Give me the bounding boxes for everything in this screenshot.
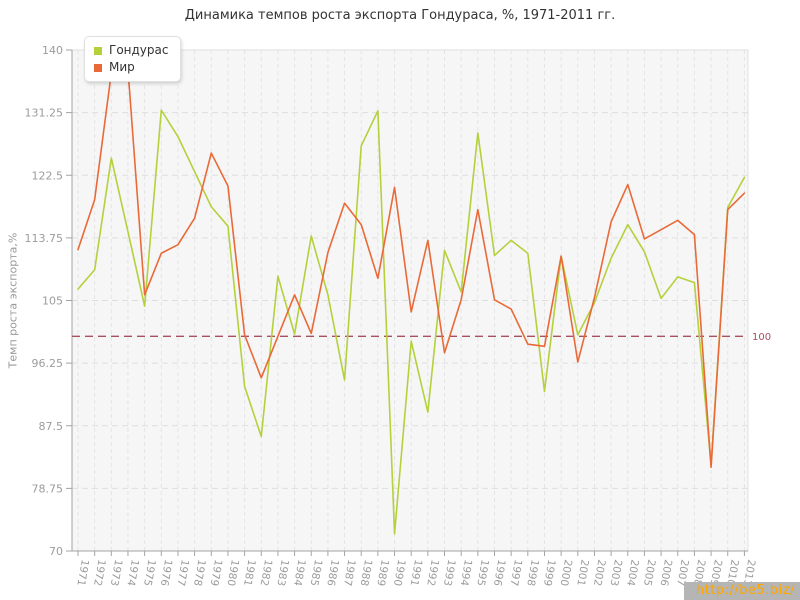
x-tick-label: 1998 (524, 558, 540, 586)
y-tick-label: 140 (42, 44, 63, 57)
x-tick-label: 1983 (274, 558, 290, 586)
x-tick-label: 2003 (608, 558, 624, 586)
x-tick-label: 2010 (724, 558, 740, 586)
x-tick-label: 1988 (358, 558, 374, 586)
x-tick-label: 1984 (291, 558, 308, 587)
x-tick-label: 1979 (208, 558, 224, 586)
x-tick-label: 1995 (474, 558, 490, 586)
y-tick-label: 105 (42, 295, 63, 308)
x-tick-label: 2006 (657, 558, 674, 587)
y-tick-label: 113.75 (25, 232, 64, 245)
x-tick-label: 1987 (341, 558, 357, 586)
legend-swatch-honduras (94, 46, 102, 55)
legend-label-world: Мир (109, 60, 135, 74)
x-tick-label: 1978 (191, 558, 207, 586)
x-tick-label: 2000 (558, 558, 574, 586)
x-tick-label: 1990 (391, 558, 407, 586)
y-tick-label: 96.25 (32, 357, 64, 370)
chart-title: Динамика темпов роста экспорта Гондураса… (184, 8, 616, 23)
x-tick-label: 1981 (241, 558, 257, 586)
x-tick-label: 1996 (491, 558, 508, 587)
y-tick-label: 131.25 (25, 107, 64, 120)
legend-item-honduras[interactable]: Гондурас (94, 42, 168, 59)
x-tick-label: 2002 (591, 558, 607, 586)
x-tick-label: 2001 (574, 558, 590, 586)
x-tick-label: 1973 (108, 558, 124, 586)
x-tick-label: 1992 (424, 558, 440, 586)
reference-line-label: 100 (752, 332, 771, 343)
series-line-world (77, 68, 746, 469)
x-tick-label: 1993 (441, 558, 457, 586)
x-tick-label: 2004 (624, 558, 641, 587)
y-tick-label: 87.5 (39, 420, 64, 433)
x-tick-label: 2009 (707, 558, 723, 586)
x-tick-label: 1991 (408, 558, 424, 586)
x-tick-label: 1985 (308, 558, 324, 586)
x-tick-label: 1980 (224, 558, 240, 586)
watermark-link[interactable]: http://be5.biz/ (683, 582, 800, 600)
x-tick-label: 1972 (91, 558, 107, 586)
x-tick-label: 1976 (158, 558, 175, 587)
legend-item-world[interactable]: Мир (94, 59, 168, 76)
y-tick-label: 122.5 (32, 169, 64, 182)
legend-label-honduras: Гондурас (109, 43, 169, 57)
x-tick-label: 1999 (541, 558, 557, 586)
x-tick-label: 1975 (141, 558, 157, 586)
x-tick-label: 1989 (374, 558, 390, 586)
legend: Гондурас Мир (84, 36, 182, 82)
x-tick-label: 1971 (74, 558, 90, 586)
x-tick-label: 1994 (458, 558, 475, 587)
x-tick-label: 1977 (174, 558, 190, 586)
x-tick-label: 2008 (691, 558, 707, 586)
legend-swatch-world (94, 63, 102, 72)
x-tick-label: 1982 (258, 558, 274, 586)
x-tick-label: 1986 (324, 558, 341, 587)
y-tick-label: 78.75 (32, 482, 64, 495)
y-tick-label: 70 (49, 545, 63, 558)
x-tick-label: 2007 (674, 558, 690, 586)
x-tick-label: 1997 (508, 558, 524, 586)
x-tick-label: 2005 (641, 558, 657, 586)
x-tick-label: 1974 (124, 558, 141, 587)
x-tick-label: 2011 (741, 558, 757, 586)
series-line-honduras (77, 109, 746, 535)
